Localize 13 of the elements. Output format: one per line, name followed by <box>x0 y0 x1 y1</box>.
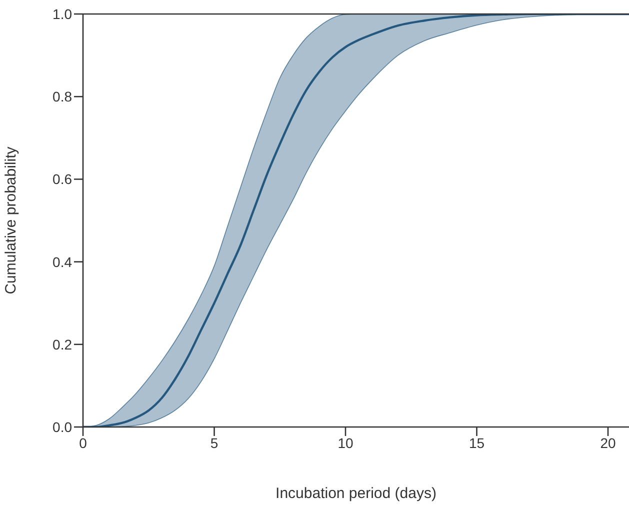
y-tick-label: 0.8 <box>52 88 72 105</box>
x-tick-label: 5 <box>210 434 218 451</box>
x-tick-label: 20 <box>600 434 616 451</box>
x-tick-label: 15 <box>468 434 485 451</box>
y-tick-label: 0.4 <box>52 254 72 270</box>
y-tick-label: 0.0 <box>52 418 72 435</box>
x-tick-label: 0 <box>79 434 88 451</box>
x-axis-title: Incubation period (days) <box>276 485 436 502</box>
x-tick-label: 10 <box>338 434 354 451</box>
y-tick-label: 0.6 <box>52 171 72 188</box>
y-tick-label: 1.0 <box>52 6 72 22</box>
y-axis-title: Cumulative probability <box>2 146 20 294</box>
y-tick-label: 0.2 <box>52 336 72 352</box>
